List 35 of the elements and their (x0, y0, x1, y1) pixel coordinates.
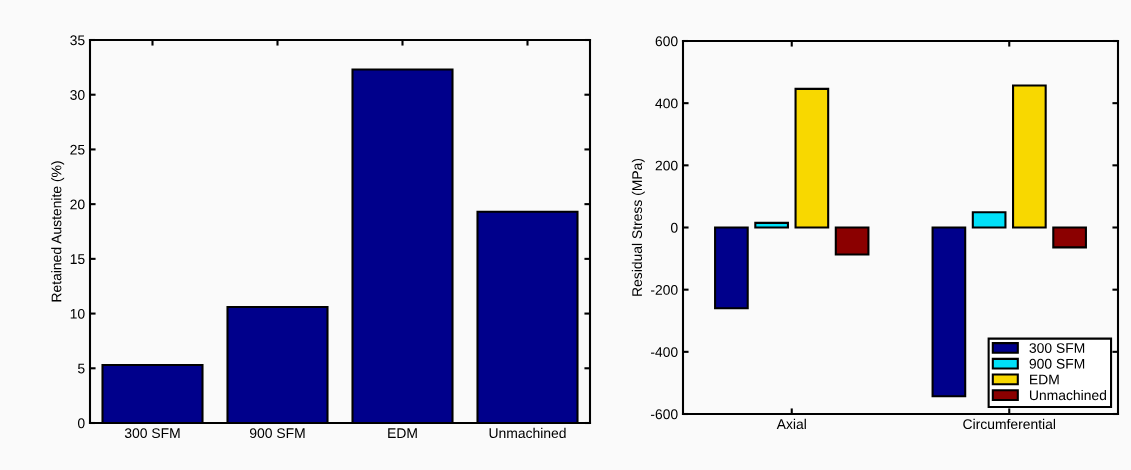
bar (754, 221, 789, 229)
y-tick-label: 30 (70, 90, 85, 100)
bar (834, 226, 870, 256)
y-tick-label: 25 (70, 144, 85, 155)
x-tick-label: Axial (776, 418, 806, 430)
legend-label: Unmachined (1029, 389, 1106, 401)
y-tick-label: 5 (77, 363, 85, 374)
legend-label: 300 SFM (1029, 343, 1085, 353)
y-tick-label: -600 (650, 409, 678, 420)
x-tick-label: 300 SFM (124, 428, 180, 439)
y-tick-label: -400 (650, 347, 678, 357)
bar (1012, 84, 1047, 229)
bar (1052, 226, 1087, 249)
y-tick-label: 600 (655, 36, 678, 47)
legend-label: 900 SFM (1029, 358, 1085, 369)
bar (931, 226, 967, 398)
y-axis-title: Residual Stress (MPa) (631, 158, 645, 296)
y-axis-title: Retained Austenite (%) (51, 161, 65, 302)
y-tick-label: -200 (650, 285, 678, 295)
x-tick-label: Circumferential (963, 418, 1056, 430)
y-tick-label: 10 (70, 308, 85, 319)
bar (794, 87, 830, 229)
bar (971, 211, 1007, 229)
y-tick-label: 20 (70, 199, 85, 210)
y-tick-label: 0 (77, 418, 85, 429)
x-tick-label: EDM (388, 428, 417, 438)
x-tick-label: 900 SFM (249, 428, 305, 439)
y-tick-label: 15 (70, 254, 85, 265)
x-tick-label: Unmachined (489, 427, 566, 439)
y-tick-label: 0 (670, 222, 678, 233)
y-tick-label: 400 (655, 98, 678, 109)
y-tick-label: 200 (655, 160, 678, 171)
bar (714, 226, 749, 310)
y-tick-label: 35 (70, 35, 85, 46)
legend-label: EDM (1030, 374, 1059, 385)
